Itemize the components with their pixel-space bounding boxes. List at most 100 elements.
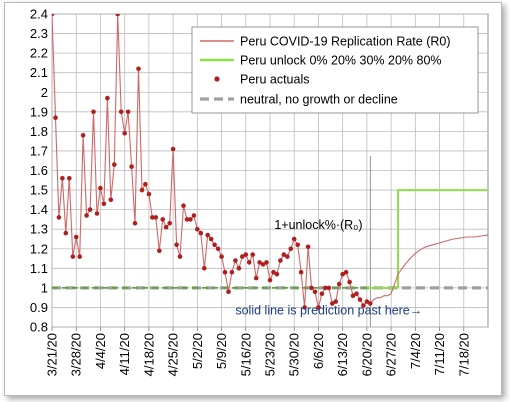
actual-point — [253, 275, 259, 281]
actual-point — [281, 252, 287, 257]
actual-point — [291, 236, 297, 242]
actual-point — [219, 254, 224, 259]
actual-point — [250, 252, 255, 257]
actual-point — [340, 271, 346, 277]
actual-point — [157, 248, 162, 253]
actual-point — [226, 289, 231, 295]
legend-label-replication: Peru COVID-19 Replication Rate (R0) — [240, 35, 451, 49]
actual-point — [309, 285, 314, 291]
actual-point — [181, 203, 186, 208]
actual-point — [350, 293, 356, 299]
actual-point — [77, 254, 82, 259]
actual-point — [143, 181, 148, 187]
actual-point — [302, 305, 307, 310]
legend-label-actuals: Peru actuals — [240, 73, 309, 87]
actual-point — [222, 269, 228, 275]
y-tick-label: 2 — [41, 85, 48, 100]
legend: Peru COVID-19 Replication Rate (R0) Peru … — [191, 26, 479, 114]
actual-point — [333, 299, 339, 304]
x-tick-label: 6/27/20 — [384, 333, 399, 376]
actual-point — [288, 246, 294, 252]
actual-point — [52, 14, 55, 17]
actual-point — [84, 213, 89, 218]
actual-point — [70, 254, 76, 259]
actual-point — [115, 14, 120, 17]
actual-point — [87, 207, 93, 212]
actual-point — [215, 246, 221, 252]
actual-point — [101, 201, 107, 207]
actual-point — [343, 269, 349, 275]
actual-point — [195, 226, 200, 232]
actual-point — [112, 162, 117, 167]
x-tick-label: 7/18/20 — [456, 333, 471, 376]
actual-point — [188, 217, 193, 222]
actual-point — [53, 115, 58, 120]
actual-point — [191, 213, 197, 218]
x-tick-label: 7/4/20 — [408, 333, 423, 369]
actual-point — [94, 211, 100, 216]
y-tick-label: 2.2 — [30, 46, 48, 61]
prediction-annotation: solid line is prediction past here→ — [235, 303, 422, 317]
x-tick-label: 6/13/20 — [335, 333, 350, 376]
y-tick-label: 1.7 — [30, 143, 48, 158]
actual-point — [233, 258, 238, 263]
actual-point — [319, 291, 325, 297]
y-tick-label: 1.1 — [30, 261, 48, 276]
x-tick-label: 5/30/20 — [287, 333, 302, 376]
x-tick-label: 4/18/20 — [141, 333, 156, 376]
y-tick-label: 1.3 — [30, 222, 48, 237]
actual-point — [271, 269, 276, 275]
actual-point — [125, 109, 131, 115]
actual-point — [316, 305, 321, 310]
series — [52, 14, 488, 327]
actual-point — [146, 191, 152, 197]
axes: 0.8 0.9 1 1.1 1.2 1.3 1.4 1.5 1.6 1.7 1.8 1.9 2 2.1 2.… — [30, 7, 471, 377]
legend-label-unlock: Peru unlock 0% 20% 30% 20% 80% — [240, 54, 442, 68]
actual-point — [150, 215, 155, 220]
actual-point — [118, 109, 124, 115]
actual-point — [80, 133, 86, 138]
actual-point — [184, 217, 190, 222]
y-tick-label: 1 — [41, 280, 48, 295]
actual-point — [108, 197, 114, 203]
x-tick-label: 5/23/20 — [263, 333, 278, 376]
actual-point — [208, 236, 214, 242]
actual-point — [174, 242, 179, 248]
x-tick-label: 4/4/20 — [93, 333, 108, 369]
actual-point — [153, 215, 159, 220]
x-tick-label: 5/16/20 — [238, 333, 253, 376]
y-tick-label: 1.8 — [30, 124, 48, 139]
actual-point — [205, 232, 210, 238]
y-tick-label: 2.3 — [30, 26, 48, 41]
x-tick-label: 4/11/20 — [117, 333, 132, 375]
actual-point — [198, 230, 204, 236]
y-tick-label: 0.9 — [30, 300, 48, 315]
actual-point — [236, 266, 242, 271]
actual-point — [246, 260, 252, 265]
actual-point — [132, 221, 138, 226]
x-tick-label: 4/25/20 — [166, 333, 181, 376]
actual-point — [229, 269, 235, 275]
y-tick-label: 1.5 — [30, 183, 48, 198]
x-tick-label: 3/28/20 — [69, 333, 84, 376]
x-tick-label: 5/2/20 — [190, 333, 205, 369]
actual-point — [260, 262, 266, 267]
actual-point — [257, 260, 262, 265]
actual-point — [336, 281, 342, 287]
actual-point — [361, 303, 366, 308]
actual-point — [267, 277, 273, 283]
legend-box — [191, 26, 479, 114]
y-tick-label: 1.6 — [30, 163, 48, 178]
actual-point — [264, 260, 269, 265]
y-tick-label: 0.8 — [30, 320, 48, 335]
actual-point — [91, 109, 96, 115]
y-tick-label: 1.2 — [30, 241, 48, 256]
actual-point — [63, 230, 69, 236]
replication-rate-line — [52, 14, 488, 308]
actual-point — [295, 242, 301, 248]
actual-point — [274, 271, 280, 277]
legend-swatch-actuals — [214, 76, 220, 82]
x-tick-label: 7/11/20 — [432, 333, 447, 375]
x-tick-label: 3/21/20 — [45, 333, 60, 376]
